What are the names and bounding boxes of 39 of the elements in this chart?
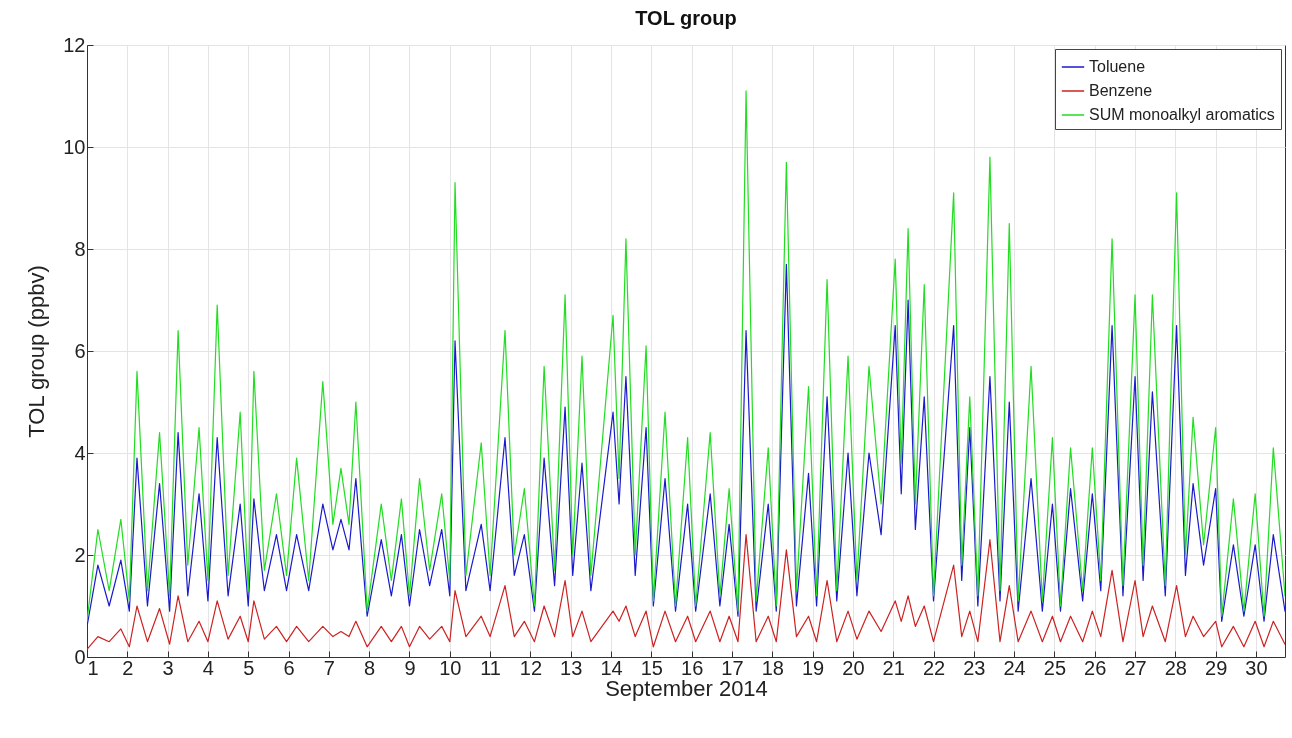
y-tick-label: 8 — [74, 237, 86, 260]
x-tick-label: 7 — [323, 656, 335, 679]
x-tick-label: 9 — [404, 656, 416, 679]
x-tick-label: 6 — [283, 656, 295, 679]
x-tick-label: 27 — [1124, 656, 1147, 679]
x-tick-label: 12 — [519, 656, 543, 679]
x-tick-label: 26 — [1084, 656, 1107, 679]
x-tick-label: 2 — [122, 656, 134, 679]
x-tick-label: 22 — [922, 656, 946, 679]
line-series — [87, 534, 1285, 650]
x-tick-label: 25 — [1043, 656, 1067, 679]
legend-label: SUM monoalkyl aromatics — [1089, 106, 1275, 123]
y-axis-title: TOL group (ppbv) — [24, 265, 50, 438]
x-tick-label: 21 — [882, 656, 905, 679]
x-tick-label: 23 — [963, 656, 986, 679]
y-tick-label: 4 — [74, 441, 86, 464]
x-tick-label: 10 — [439, 656, 462, 679]
y-tick-label: 2 — [74, 543, 86, 566]
x-tick-label: 3 — [162, 656, 174, 679]
x-tick-label: 8 — [364, 656, 376, 679]
x-tick-label: 24 — [1003, 656, 1026, 679]
x-tick-label: 11 — [480, 656, 501, 679]
x-tick-label: 1 — [87, 656, 99, 679]
x-tick-label: 19 — [801, 656, 825, 679]
y-tick-label: 12 — [63, 33, 86, 56]
x-tick-label: 30 — [1245, 656, 1268, 679]
x-tick-label: 28 — [1164, 656, 1187, 679]
y-tick-label: 6 — [74, 339, 86, 362]
line-series — [87, 263, 1285, 627]
y-tick-label: 0 — [74, 645, 86, 668]
x-tick-label: 13 — [560, 656, 583, 679]
legend-label: Benzene — [1089, 82, 1153, 99]
chart-title: TOL group — [635, 7, 737, 29]
x-tick-label: 20 — [842, 656, 865, 679]
legend-label: Toluene — [1089, 58, 1146, 75]
x-tick-label: 5 — [243, 656, 255, 679]
x-tick-label: 29 — [1205, 656, 1228, 679]
y-tick-label: 10 — [63, 135, 86, 158]
x-tick-label: 4 — [202, 656, 214, 679]
